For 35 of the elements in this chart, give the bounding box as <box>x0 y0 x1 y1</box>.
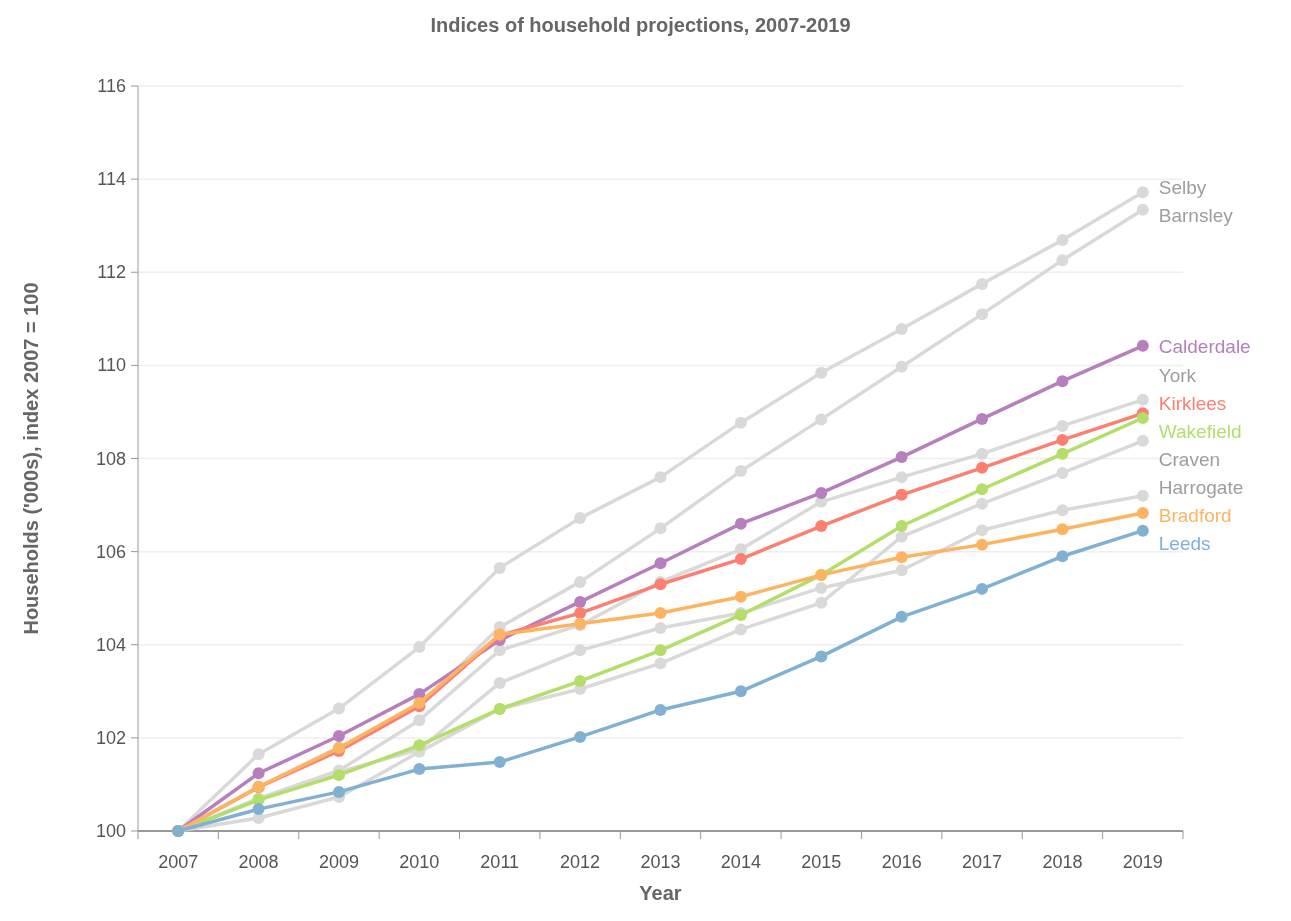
y-tick-label: 116 <box>97 76 126 96</box>
series-label: Selby <box>1158 177 1207 199</box>
y-tick-label: 114 <box>97 169 126 190</box>
x-tick-label: 2011 <box>480 852 520 872</box>
x-tick-label: 2017 <box>962 852 1003 872</box>
y-tick-label: 110 <box>97 355 126 376</box>
series-label: Kirklees <box>1158 392 1227 414</box>
chart-title: Indices of household projections, 2007-2019 <box>430 14 851 36</box>
y-axis-title: Households ('000s), index 2007 = 100 <box>20 282 42 635</box>
x-tick-label: 2010 <box>399 852 440 872</box>
y-tick-label: 104 <box>95 634 126 655</box>
series-label: Bradford <box>1158 504 1232 526</box>
series-label: Harrogate <box>1158 476 1244 498</box>
series-label: Wakefield <box>1158 420 1242 442</box>
x-tick-label: 2007 <box>158 852 199 872</box>
x-tick-label: 2009 <box>318 852 359 872</box>
x-axis-title: Year <box>639 882 682 904</box>
series-label: Leeds <box>1158 532 1211 554</box>
x-tick-label: 2015 <box>801 852 842 872</box>
x-tick-label: 2016 <box>881 852 922 872</box>
y-tick-label: 100 <box>95 821 126 841</box>
series-label: Craven <box>1158 448 1221 470</box>
y-tick-label: 108 <box>95 448 126 469</box>
x-tick-label: 2014 <box>720 852 761 872</box>
series-label: York <box>1158 364 1197 386</box>
series-label: Calderdale <box>1158 335 1251 357</box>
series-label: Barnsley <box>1158 205 1234 227</box>
x-tick-label: 2018 <box>1042 852 1083 872</box>
y-tick-label: 112 <box>97 262 126 283</box>
y-tick-label: 102 <box>95 727 126 748</box>
x-tick-label: 2008 <box>238 852 279 872</box>
x-tick-label: 2019 <box>1122 852 1163 872</box>
x-tick-label: 2013 <box>640 852 681 872</box>
x-tick-label: 2012 <box>560 852 601 872</box>
y-tick-label: 106 <box>95 541 126 562</box>
